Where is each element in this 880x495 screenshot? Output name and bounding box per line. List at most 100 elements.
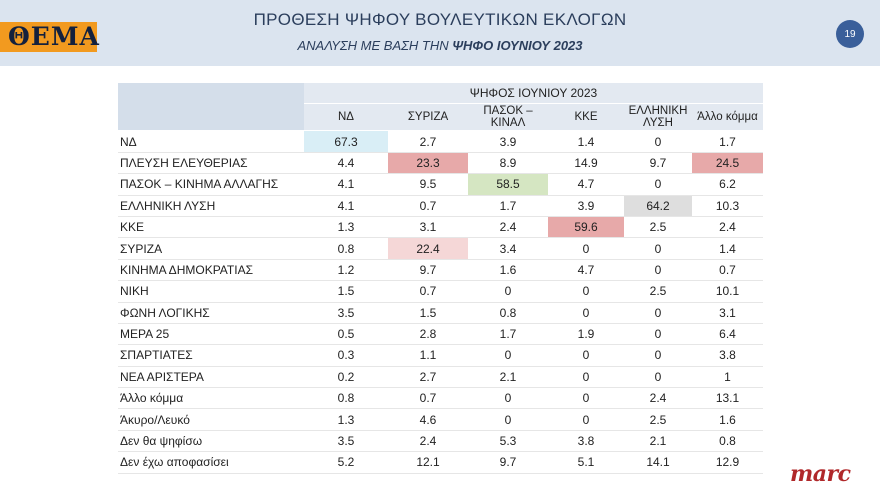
row-label: ΕΛΛΗΝΙΚΗ ΛΥΣΗ <box>118 196 304 217</box>
table-cell: 0.2 <box>304 367 388 389</box>
table-cell: 0.8 <box>304 388 388 410</box>
page-number-badge: 19 <box>836 20 864 48</box>
column-group-header: ΨΗΦΟΣ ΙΟΥΝΙΟΥ 2023 <box>304 83 763 105</box>
table-cell: 3.8 <box>548 431 624 453</box>
table-cell: 3.9 <box>468 131 548 153</box>
column-header: ΠΑΣΟΚ – ΚΙΝΑΛ <box>468 104 548 132</box>
table-cell: 2.7 <box>388 131 468 153</box>
table-cell: 1.6 <box>468 260 548 282</box>
table-cell: 0 <box>548 367 624 389</box>
table-row: ΠΑΣΟΚ – ΚΙΝΗΜΑ ΑΛΛΑΓΗΣ 4.1 9.5 58.5 4.7 0 6.2 <box>118 174 763 196</box>
table-cell: 12.9 <box>692 452 763 474</box>
table-cell: 3.5 <box>304 431 388 453</box>
column-header: ΚΚΕ <box>548 104 624 132</box>
table-cell: 2.4 <box>468 217 548 239</box>
table-cell: 1.4 <box>548 131 624 153</box>
logo-text: ΘΕΜΑ <box>8 22 100 51</box>
table-cell: 0.3 <box>304 345 388 367</box>
table-cell: 0 <box>624 324 692 346</box>
table-row: ΣΠΑΡΤΙΑΤΕΣ 0.3 1.1 0 0 0 3.8 <box>118 345 763 367</box>
table-cell: 4.7 <box>548 174 624 196</box>
table-cell: 12.1 <box>388 452 468 474</box>
table-cell: 1.3 <box>304 217 388 239</box>
table-row: ΕΛΛΗΝΙΚΗ ΛΥΣΗ 4.1 0.7 1.7 3.9 64.2 10.3 <box>118 195 763 217</box>
table-cell: 0.5 <box>304 324 388 346</box>
table-cell: 0 <box>548 409 624 431</box>
row-label: Δεν θα ψηφίσω <box>118 431 304 453</box>
table-cell: 4.6 <box>388 409 468 431</box>
table-cell: 2.5 <box>624 409 692 431</box>
table-row: ΦΩΝΗ ΛΟΓΙΚΗΣ 3.5 1.5 0.8 0 0 3.1 <box>118 303 763 324</box>
subtitle-bold: ΨΗΦΟ ΙΟΥΝΙΟΥ 2023 <box>452 38 583 53</box>
table-cell: 3.1 <box>388 217 468 239</box>
table-cell: 3.8 <box>692 345 763 367</box>
table-cell: 3.4 <box>468 238 548 260</box>
table-cell: 2.4 <box>692 217 763 239</box>
row-label: ΦΩΝΗ ΛΟΓΙΚΗΣ <box>118 303 304 324</box>
table-cell: 24.5 <box>692 152 763 175</box>
table-cell: 1.9 <box>548 324 624 346</box>
table-row: ΚΙΝΗΜΑ ΔΗΜΟΚΡΑΤΙΑΣ 1.2 9.7 1.6 4.7 0 0.7 <box>118 260 763 282</box>
table-row: ΣΥΡΙΖΑ 0.8 22.4 3.4 0 0 1.4 <box>118 238 763 260</box>
table-row: Άλλο κόμμα 0.8 0.7 0 0 2.4 13.1 <box>118 388 763 410</box>
corner-cell <box>118 83 304 132</box>
table-cell: 2.8 <box>388 324 468 346</box>
table-cell: 2.1 <box>468 367 548 389</box>
table-cell: 9.5 <box>388 174 468 196</box>
table-cell: 67.3 <box>304 131 388 153</box>
table-row: Δεν έχω αποφασίσει 5.2 12.1 9.7 5.1 14.1 12.9 <box>118 452 763 474</box>
row-label: Άκυρο/Λευκό <box>118 409 304 431</box>
crosstab-table: ΨΗΦΟΣ ΙΟΥΝΙΟΥ 2023 ΝΔ ΣΥΡΙΖΑ ΠΑΣΟΚ – ΚΙΝΑΛ… <box>118 83 763 474</box>
logo: ΘΕΜΑ <box>0 22 100 52</box>
table-cell: 9.7 <box>388 260 468 282</box>
table-row: ΠΛΕΥΣΗ ΕΛΕΥΘΕΡΙΑΣ 4.4 23.3 8.9 14.9 9.7 24.5 <box>118 152 763 175</box>
table-row: ΜΕΡΑ 25 0.5 2.8 1.7 1.9 0 6.4 <box>118 324 763 346</box>
table-cell: 22.4 <box>388 238 468 260</box>
table-cell: 1.7 <box>692 131 763 153</box>
table-cell: 0 <box>624 260 692 282</box>
table-cell: 2.7 <box>388 367 468 389</box>
table-cell: 0.8 <box>304 238 388 260</box>
row-label: Δεν έχω αποφασίσει <box>118 452 304 474</box>
table-cell: 0 <box>624 131 692 153</box>
table-cell: 1.7 <box>468 324 548 346</box>
table-cell: 0 <box>468 345 548 367</box>
table-cell: 23.3 <box>388 152 468 175</box>
table-cell: 0 <box>548 238 624 260</box>
row-label: ΚΙΝΗΜΑ ΔΗΜΟΚΡΑΤΙΑΣ <box>118 260 304 282</box>
row-label: ΝΕΑ ΑΡΙΣΤΕΡΑ <box>118 367 304 389</box>
row-label: ΣΠΑΡΤΙΑΤΕΣ <box>118 345 304 367</box>
table-cell: 6.2 <box>692 174 763 196</box>
row-label: ΠΛΕΥΣΗ ΕΛΕΥΘΕΡΙΑΣ <box>118 153 304 175</box>
row-label: ΣΥΡΙΖΑ <box>118 238 304 260</box>
table-cell: 0 <box>624 303 692 324</box>
table-cell: 2.4 <box>624 388 692 410</box>
table-cell: 1.7 <box>468 196 548 217</box>
table-cell: 1.6 <box>692 409 763 431</box>
row-label: ΝΔ <box>118 131 304 153</box>
column-header: Άλλο κόμμα <box>692 104 763 132</box>
brand-logo: marc <box>790 461 851 487</box>
subtitle-prefix: ΑΝΑΛΥΣΗ ΜΕ ΒΑΣΗ ΤΗΝ <box>297 38 453 53</box>
table-cell: 0.7 <box>388 388 468 410</box>
row-label: Άλλο κόμμα <box>118 388 304 410</box>
table-cell: 0.8 <box>468 303 548 324</box>
table-row: ΝΕΑ ΑΡΙΣΤΕΡΑ 0.2 2.7 2.1 0 0 1 <box>118 367 763 389</box>
table-cell: 0 <box>624 367 692 389</box>
table-row: ΝΔ 67.3 2.7 3.9 1.4 0 1.7 <box>118 131 763 153</box>
table-cell: 14.1 <box>624 452 692 474</box>
table-row: Άκυρο/Λευκό 1.3 4.6 0 0 2.5 1.6 <box>118 409 763 431</box>
table-cell: 1.5 <box>388 303 468 324</box>
table-cell: 0.8 <box>692 431 763 453</box>
table-cell: 1.5 <box>304 281 388 303</box>
table-cell: 0 <box>548 303 624 324</box>
table-cell: 64.2 <box>624 195 692 217</box>
table-cell: 4.4 <box>304 153 388 175</box>
row-label: ΠΑΣΟΚ – ΚΙΝΗΜΑ ΑΛΛΑΓΗΣ <box>118 174 304 196</box>
table-cell: 0.7 <box>388 196 468 217</box>
table-cell: 2.1 <box>624 431 692 453</box>
table-cell: 10.3 <box>692 196 763 217</box>
table-cell: 3.5 <box>304 303 388 324</box>
table-cell: 0 <box>548 281 624 303</box>
table-cell: 1.3 <box>304 409 388 431</box>
